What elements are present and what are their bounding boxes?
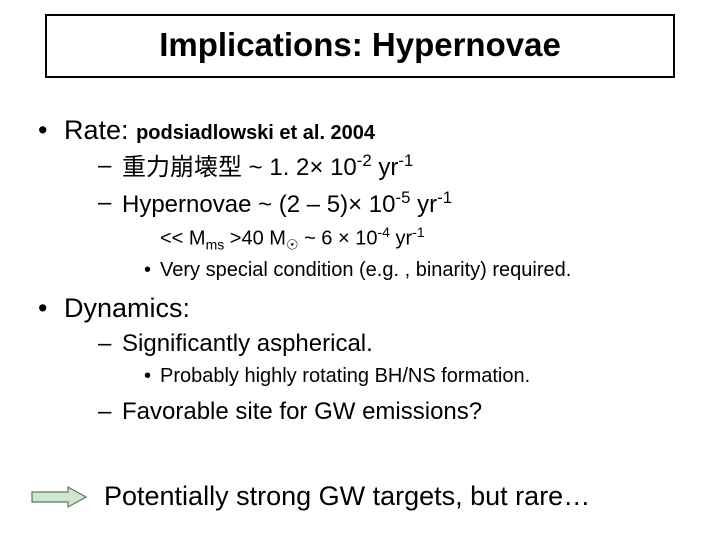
arrow-icon: [30, 486, 88, 508]
rate-reference: podsiadlowski et al. 2004: [136, 122, 375, 144]
rate-item-hypernovae: Hypernovae ~ (2 – 5)× 10-5 yr-1: [30, 187, 720, 221]
dynamics-gw-site: Favorable site for GW emissions?: [30, 396, 720, 428]
conclusion-text: Potentially strong GW targets, but rare…: [104, 481, 590, 512]
content-area: Rate: podsiadlowski et al. 2004 重力崩壊型 ~ …: [0, 78, 720, 428]
title-box: Implications: Hypernovae: [45, 14, 675, 78]
dynamics-heading: Dynamics:: [30, 290, 720, 326]
rate-label: Rate:: [64, 115, 129, 145]
dynamics-aspherical: Significantly aspherical.: [30, 328, 720, 360]
rate-item-gravitational: 重力崩壊型 ~ 1. 2× 10-2 yr-1: [30, 150, 720, 184]
dynamics-bh-ns: Probably highly rotating BH/NS formation…: [30, 363, 720, 390]
rate-mass-note: << Mms >40 M☉ ~ 6 × 10-4 yr-1: [30, 223, 720, 255]
slide-title: Implications: Hypernovae: [47, 26, 673, 64]
conclusion-row: Potentially strong GW targets, but rare…: [30, 481, 590, 512]
rate-condition-note: Very special condition (e.g. , binarity)…: [30, 257, 720, 284]
rate-heading: Rate: podsiadlowski et al. 2004: [30, 112, 720, 148]
